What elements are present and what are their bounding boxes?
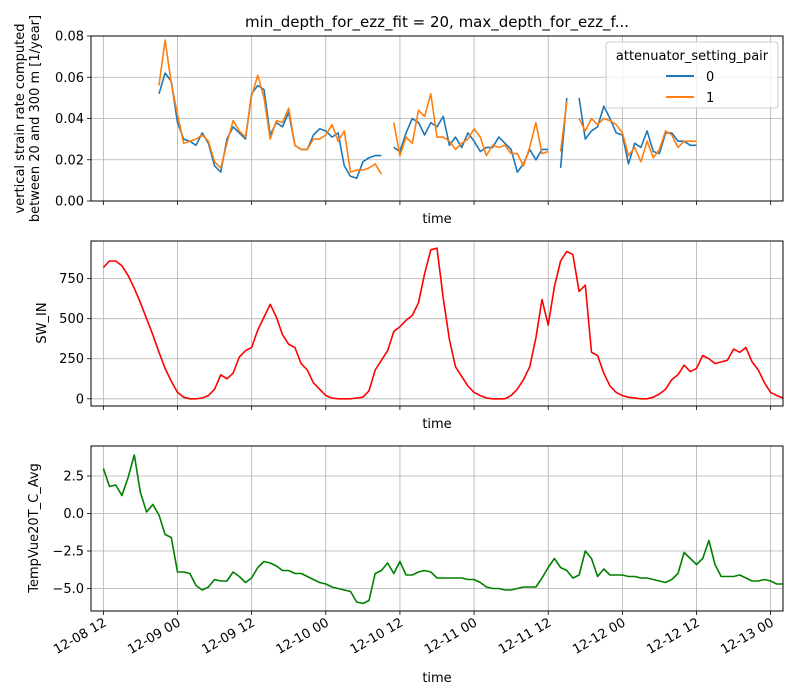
y-tick-label: 0 [76,392,84,407]
sw-in-panel: 0 250 500 750 time SW_IN [35,240,784,432]
y-axis-label-line: vertical strain rate computed [13,24,28,214]
y-axis-label-line: between 20 and 300 m [1/year] [28,15,43,222]
grid-lines [91,241,783,406]
y-tick-label: −2.5 [52,545,84,560]
series-group [102,454,783,605]
legend-label-1: 1 [706,91,714,106]
series-line-main [102,454,783,605]
series-line-1 [559,101,568,152]
legend: attenuator_setting_pair 0 1 [605,41,779,109]
series-line-main [102,247,784,400]
y-tick-label: 250 [59,352,84,367]
strain-rate-panel: min_depth_for_ezz_fit = 20, max_depth_fo… [13,13,784,227]
grid-lines [91,446,783,611]
series-line-1 [393,93,549,167]
x-axis-label: time [422,417,451,432]
y-axis-label: TempVue20T_C_Avg [27,463,42,594]
y-tick-label: 0.00 [55,195,84,210]
axes-frame [90,240,784,407]
y-tick-label: 0.04 [55,112,84,127]
chart-title: min_depth_for_ezz_fit = 20, max_depth_fo… [245,13,629,32]
y-tick-label: 500 [59,312,84,327]
tick-group: 0 250 500 750 [59,272,772,410]
legend-title: attenuator_setting_pair [616,49,769,64]
x-axis-label: time [422,671,451,686]
series-line-1 [578,117,697,163]
y-tick-label: 2.5 [63,470,84,485]
y-tick-label: −5.0 [52,582,84,597]
tick-group: 0.00 0.02 0.04 0.06 0.08 [55,30,772,210]
series-group [102,247,784,400]
y-axis-label: vertical strain rate computedbetween 20 … [13,15,43,222]
legend-label-0: 0 [706,70,714,85]
x-axis-label: time [422,212,451,227]
y-tick-label: 0.08 [55,30,84,45]
y-tick-label: 0.0 [63,507,84,522]
series-line-1 [158,39,383,175]
series-group [158,39,697,180]
y-tick-label: 750 [59,272,84,287]
y-tick-label: 0.02 [55,153,84,168]
axes-frame [90,445,784,612]
y-axis-label: SW_IN [35,302,50,343]
y-tick-label: 0.06 [55,71,84,86]
